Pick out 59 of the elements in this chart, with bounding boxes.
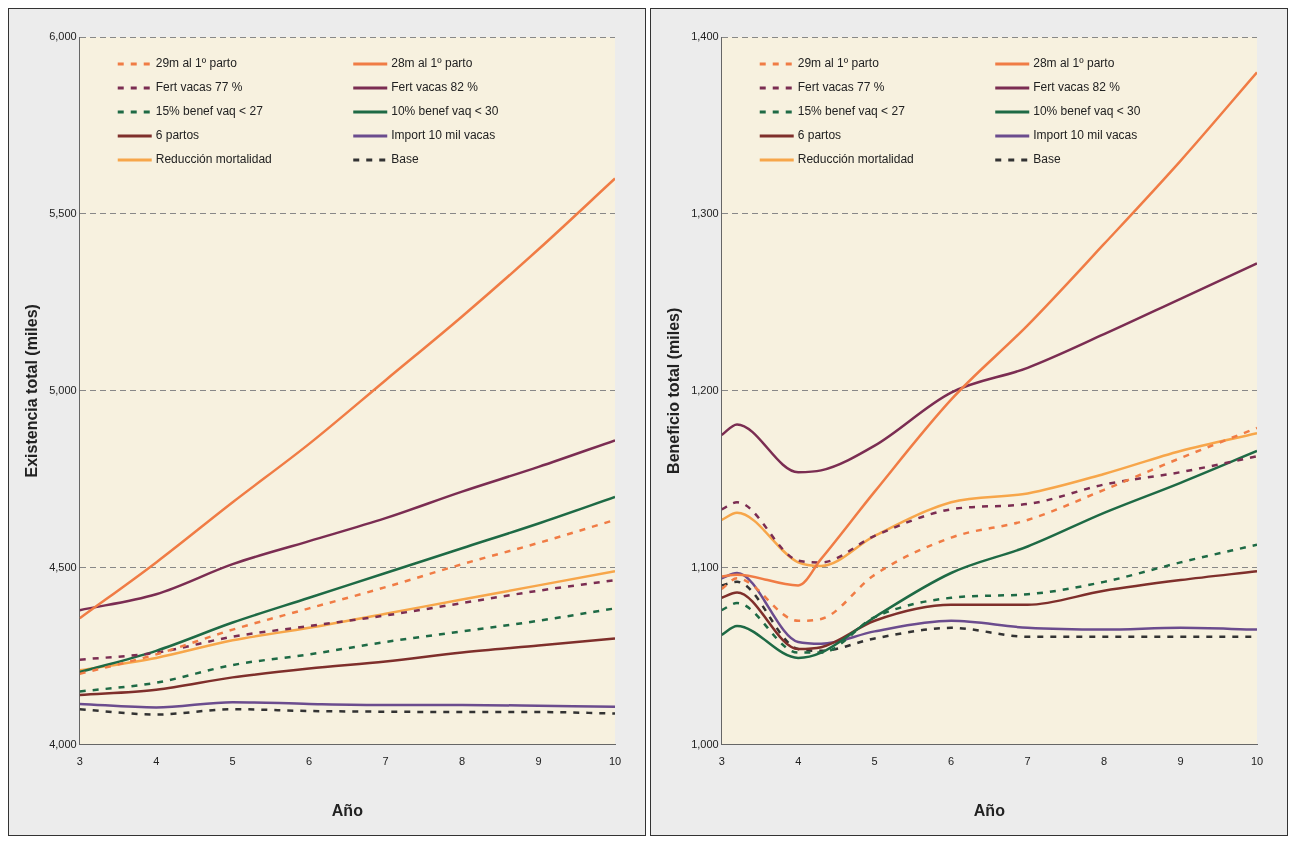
legend-label: 29m al 1º parto bbox=[797, 56, 880, 71]
y-axis-title: Existencia total (miles) bbox=[23, 304, 41, 478]
legend-label: 28m al 1º parto bbox=[391, 56, 473, 71]
y-tick-label: 1,000 bbox=[691, 737, 719, 750]
y-tick-label: 1,400 bbox=[691, 30, 719, 43]
x-tick-label: 3 bbox=[76, 755, 83, 768]
line-series bbox=[79, 177, 615, 620]
legend-label: Fert vacas 82 % bbox=[1033, 80, 1121, 95]
legend-label: 28m al 1º parto bbox=[1033, 56, 1115, 71]
legend-label: 6 partos bbox=[797, 128, 842, 143]
x-tick-label: 9 bbox=[1177, 755, 1184, 768]
line-series bbox=[79, 439, 615, 612]
x-tick-label: 10 bbox=[608, 755, 622, 768]
legend-label: Import 10 mil vacas bbox=[1033, 128, 1138, 143]
legend-label: 6 partos bbox=[155, 128, 200, 143]
line-series bbox=[721, 455, 1257, 564]
x-tick-label: 7 bbox=[382, 755, 389, 768]
y-tick-label: 5,500 bbox=[49, 206, 77, 219]
y-tick-label: 4,500 bbox=[49, 560, 77, 573]
legend-label: 29m al 1º parto bbox=[155, 56, 238, 71]
line-series bbox=[79, 637, 615, 697]
legend-label: 15% benef vaq < 27 bbox=[155, 104, 264, 119]
line-series bbox=[721, 262, 1257, 474]
y-tick-label: 1,200 bbox=[691, 383, 719, 396]
legend-label: Import 10 mil vacas bbox=[391, 128, 496, 143]
legend-label: Fert vacas 77 % bbox=[155, 80, 243, 95]
legend-label: Reducción mortalidad bbox=[155, 152, 272, 167]
line-series bbox=[79, 607, 615, 693]
line-series bbox=[721, 449, 1257, 660]
legend-label: Fert vacas 82 % bbox=[391, 80, 479, 95]
legend-label: 10% benef vaq < 30 bbox=[1033, 104, 1141, 119]
x-tick-label: 3 bbox=[718, 755, 725, 768]
x-tick-label: 4 bbox=[795, 755, 802, 768]
line-series bbox=[721, 432, 1257, 568]
x-tick-label: 9 bbox=[535, 755, 542, 768]
x-tick-label: 10 bbox=[1250, 755, 1264, 768]
y-tick-label: 6,000 bbox=[49, 30, 77, 43]
y-tick-label: 1,100 bbox=[691, 560, 719, 573]
x-axis-title: Año bbox=[973, 801, 1006, 819]
y-axis-title: Beneficio total (miles) bbox=[665, 307, 683, 474]
x-axis-title: Año bbox=[331, 801, 364, 819]
x-tick-label: 5 bbox=[871, 755, 878, 768]
y-tick-label: 4,000 bbox=[49, 737, 77, 750]
x-tick-label: 8 bbox=[1101, 755, 1108, 768]
legend-label: Base bbox=[391, 152, 419, 167]
x-tick-label: 7 bbox=[1024, 755, 1031, 768]
legend-label: Reducción mortalidad bbox=[797, 152, 914, 167]
x-tick-label: 5 bbox=[229, 755, 236, 768]
legend-label: Fert vacas 77 % bbox=[797, 80, 885, 95]
y-tick-label: 5,000 bbox=[49, 383, 77, 396]
x-tick-label: 4 bbox=[153, 755, 160, 768]
line-series bbox=[79, 578, 615, 661]
legend-label: 10% benef vaq < 30 bbox=[391, 104, 499, 119]
x-tick-label: 8 bbox=[459, 755, 466, 768]
legend-label: 15% benef vaq < 27 bbox=[797, 104, 906, 119]
y-tick-label: 1,300 bbox=[691, 206, 719, 219]
x-tick-label: 6 bbox=[948, 755, 955, 768]
legend-label: Base bbox=[1033, 152, 1061, 167]
x-tick-label: 6 bbox=[306, 755, 313, 768]
